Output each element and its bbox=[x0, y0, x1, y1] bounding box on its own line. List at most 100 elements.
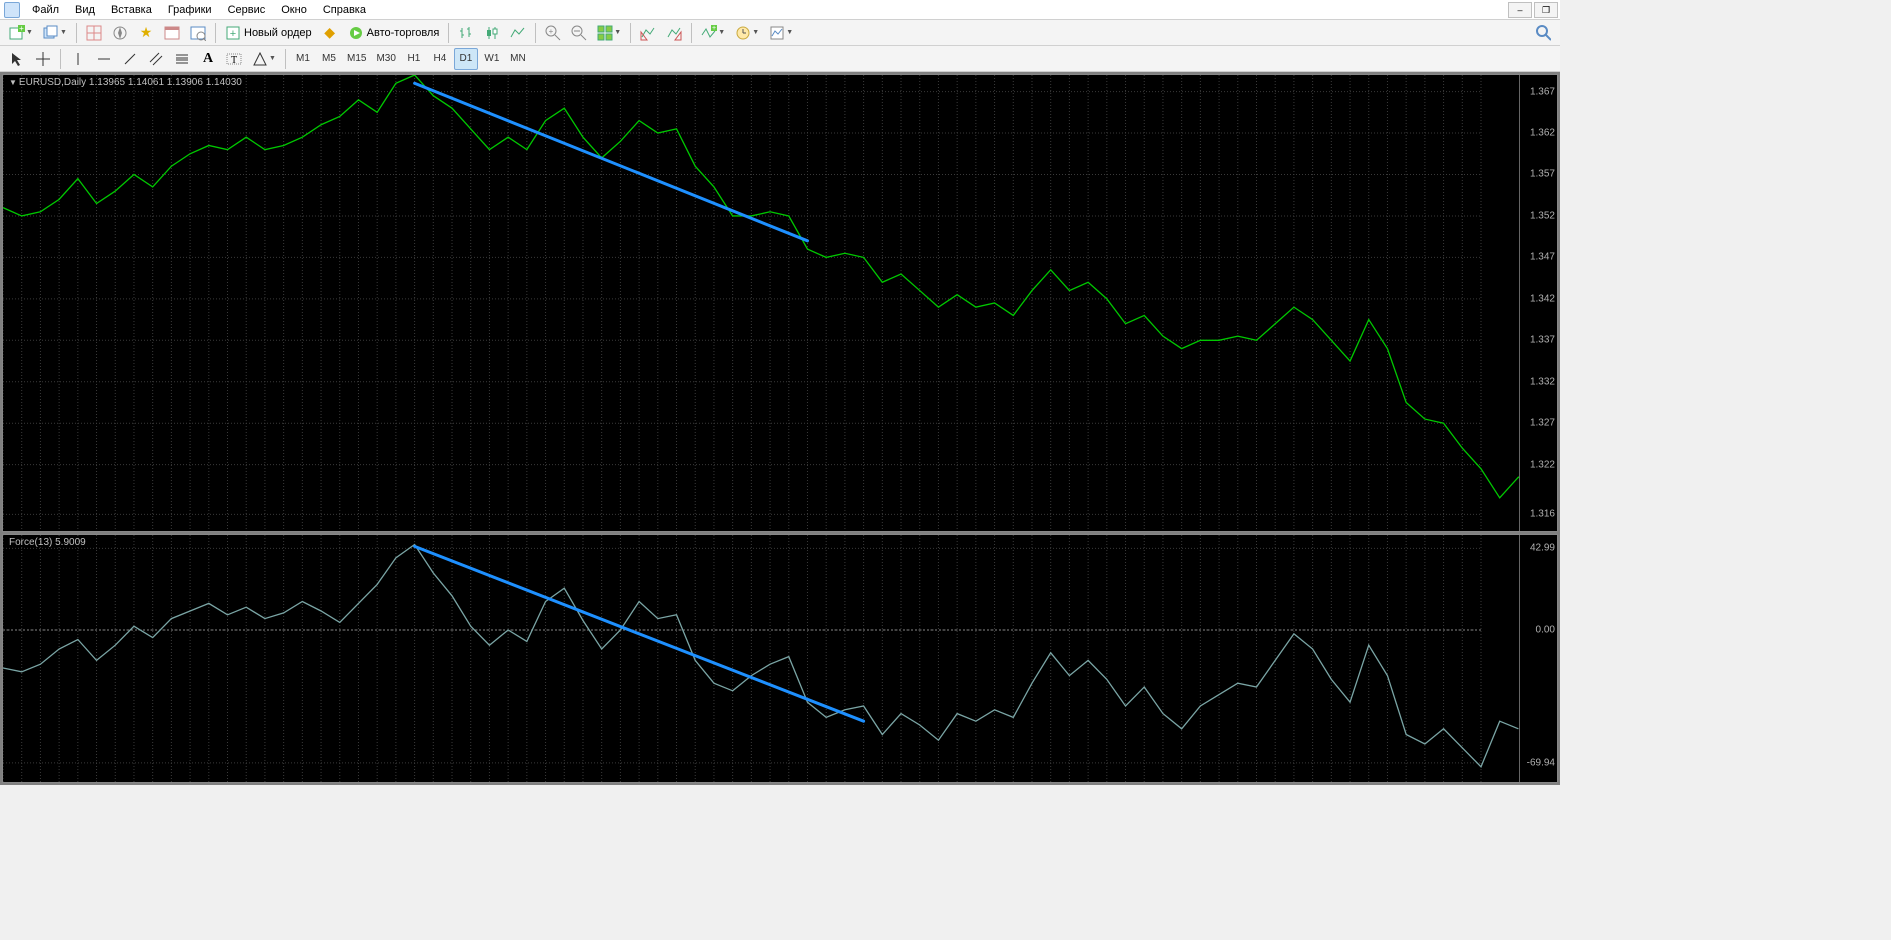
y-tick: 1.332 bbox=[1530, 376, 1555, 387]
market-watch-button[interactable] bbox=[82, 22, 106, 44]
svg-text:+: + bbox=[230, 28, 236, 40]
y-tick: -69.94 bbox=[1527, 757, 1555, 768]
toolbar-draw: A T ▼ M1M5M15M30H1H4D1W1MN bbox=[0, 46, 1560, 72]
bar-chart-button[interactable] bbox=[454, 22, 478, 44]
text-icon: A bbox=[200, 51, 216, 67]
menu-help[interactable]: Справка bbox=[315, 2, 374, 18]
svg-text:+: + bbox=[19, 25, 24, 33]
scroll-lock-button[interactable] bbox=[636, 22, 660, 44]
timeframe-m30[interactable]: M30 bbox=[372, 48, 399, 70]
price-y-axis: 1.3161.3221.3271.3321.3371.3421.3471.352… bbox=[1519, 75, 1557, 531]
chart-area: ▼EURUSD,Daily 1.13965 1.14061 1.13906 1.… bbox=[0, 72, 1560, 785]
crosshair-button[interactable] bbox=[31, 48, 55, 70]
minimize-button[interactable]: – bbox=[1508, 2, 1532, 18]
grid-icon bbox=[86, 25, 102, 41]
timeframe-m15[interactable]: M15 bbox=[343, 48, 370, 70]
new-chart-button[interactable]: +▼ bbox=[5, 22, 37, 44]
menu-window[interactable]: Окно bbox=[273, 2, 315, 18]
y-tick: 1.342 bbox=[1530, 293, 1555, 304]
indicators-button[interactable]: +▼ bbox=[697, 22, 729, 44]
channel-icon bbox=[148, 51, 164, 67]
fibo-icon bbox=[174, 51, 190, 67]
shapes-button[interactable]: ▼ bbox=[248, 48, 280, 70]
navigator-button[interactable] bbox=[108, 22, 132, 44]
price-chart-pane[interactable]: ▼EURUSD,Daily 1.13965 1.14061 1.13906 1.… bbox=[2, 74, 1558, 532]
menu-file[interactable]: Файл bbox=[24, 2, 67, 18]
indicator-plot bbox=[3, 535, 1519, 782]
y-tick: 1.337 bbox=[1530, 335, 1555, 346]
price-chart-title: ▼EURUSD,Daily 1.13965 1.14061 1.13906 1.… bbox=[9, 77, 242, 88]
y-tick: 1.322 bbox=[1530, 459, 1555, 470]
autotrade-icon bbox=[348, 25, 364, 41]
indicator-y-axis: -69.940.0042.99 bbox=[1519, 535, 1557, 782]
svg-text:+: + bbox=[549, 27, 554, 36]
zoom-in-icon: + bbox=[545, 25, 561, 41]
autotrade-button[interactable]: Авто-торговля bbox=[344, 22, 444, 44]
timeframe-m5[interactable]: M5 bbox=[317, 48, 341, 70]
autotrade-label: Авто-торговля bbox=[364, 27, 440, 39]
profiles-button[interactable]: ▼ bbox=[39, 22, 71, 44]
app-icon bbox=[4, 2, 20, 18]
menu-insert[interactable]: Вставка bbox=[103, 2, 160, 18]
line-chart-icon bbox=[510, 25, 526, 41]
template-icon bbox=[769, 25, 785, 41]
timeframe-d1[interactable]: D1 bbox=[454, 48, 478, 70]
trendline-button[interactable] bbox=[118, 48, 142, 70]
tile-windows-button[interactable]: ▼ bbox=[593, 22, 625, 44]
indicator-pane[interactable]: Force(13) 5.9009 -69.940.0042.99 bbox=[2, 534, 1558, 783]
timeframe-w1[interactable]: W1 bbox=[480, 48, 504, 70]
zoom-out-icon bbox=[571, 25, 587, 41]
diamond-icon: ◆ bbox=[322, 25, 338, 41]
cursor-icon bbox=[9, 51, 25, 67]
hline-icon bbox=[96, 51, 112, 67]
new-order-button[interactable]: + Новый ордер bbox=[221, 22, 316, 44]
search-icon bbox=[1535, 25, 1551, 41]
crosshair-icon bbox=[35, 51, 51, 67]
cursor-button[interactable] bbox=[5, 48, 29, 70]
line-chart-button[interactable] bbox=[506, 22, 530, 44]
scroll-icon bbox=[640, 25, 656, 41]
menu-view[interactable]: Вид bbox=[67, 2, 103, 18]
order-icon: + bbox=[225, 25, 241, 41]
zoom-out-button[interactable] bbox=[567, 22, 591, 44]
label-button[interactable]: T bbox=[222, 48, 246, 70]
timeframe-mn[interactable]: MN bbox=[506, 48, 530, 70]
candle-icon bbox=[484, 25, 500, 41]
fibo-button[interactable] bbox=[170, 48, 194, 70]
templates-button[interactable]: ▼ bbox=[765, 22, 797, 44]
vline-button[interactable] bbox=[66, 48, 90, 70]
label-icon: T bbox=[226, 51, 242, 67]
terminal-icon bbox=[164, 25, 180, 41]
menu-service[interactable]: Сервис bbox=[220, 2, 274, 18]
maximize-button[interactable]: ❐ bbox=[1534, 2, 1558, 18]
clock-icon bbox=[735, 25, 751, 41]
zoom-in-button[interactable]: + bbox=[541, 22, 565, 44]
periods-button[interactable]: ▼ bbox=[731, 22, 763, 44]
channel-button[interactable] bbox=[144, 48, 168, 70]
hline-button[interactable] bbox=[92, 48, 116, 70]
shift-icon bbox=[666, 25, 682, 41]
search-button[interactable] bbox=[1531, 22, 1555, 44]
timeframe-m1[interactable]: M1 bbox=[291, 48, 315, 70]
svg-text:T: T bbox=[231, 55, 237, 66]
y-tick: 1.327 bbox=[1530, 418, 1555, 429]
price-chart-plot bbox=[3, 75, 1519, 531]
timeframe-h4[interactable]: H4 bbox=[428, 48, 452, 70]
compass-icon bbox=[112, 25, 128, 41]
star-icon: ★ bbox=[138, 25, 154, 41]
strategy-tester-button[interactable] bbox=[186, 22, 210, 44]
y-tick: 1.362 bbox=[1530, 128, 1555, 139]
menu-charts[interactable]: Графики bbox=[160, 2, 220, 18]
toolbar-main: +▼ ▼ ★ + Новый ордер ◆ Авто-торговля + ▼… bbox=[0, 20, 1560, 46]
data-window-button[interactable]: ★ bbox=[134, 22, 158, 44]
y-tick: 1.347 bbox=[1530, 252, 1555, 263]
terminal-button[interactable] bbox=[160, 22, 184, 44]
shift-button[interactable] bbox=[662, 22, 686, 44]
metaquotes-button[interactable]: ◆ bbox=[318, 22, 342, 44]
svg-text:+: + bbox=[712, 25, 716, 32]
y-tick: 1.357 bbox=[1530, 169, 1555, 180]
candle-chart-button[interactable] bbox=[480, 22, 504, 44]
text-button[interactable]: A bbox=[196, 48, 220, 70]
y-tick: 0.00 bbox=[1536, 625, 1555, 636]
timeframe-h1[interactable]: H1 bbox=[402, 48, 426, 70]
